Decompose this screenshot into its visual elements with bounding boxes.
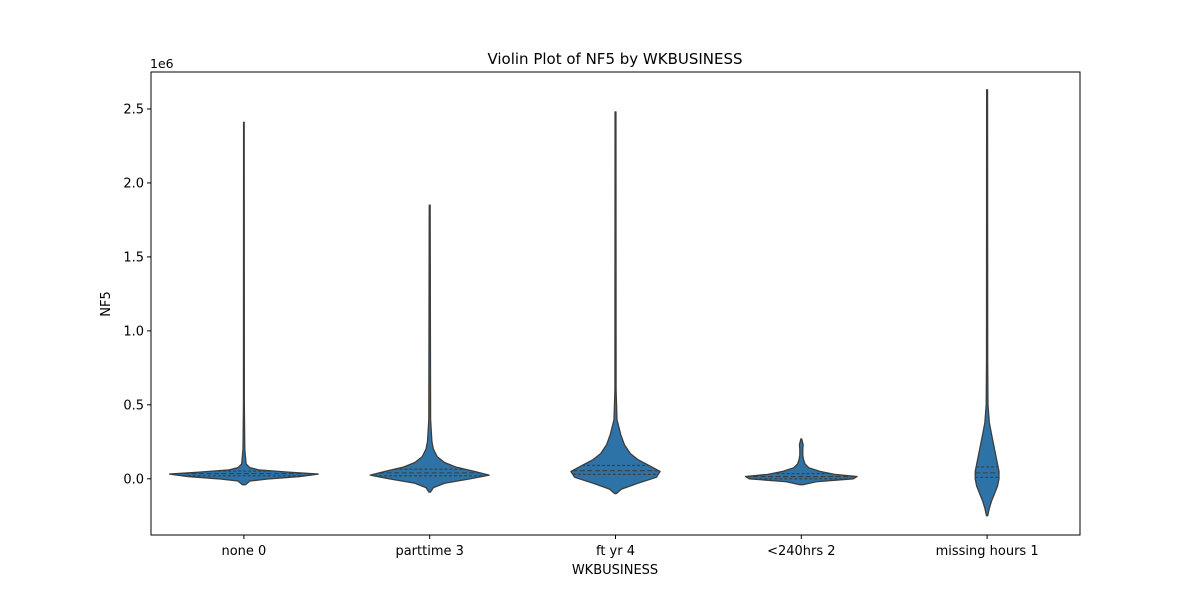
chart-title: Violin Plot of NF5 by WKBUSINESS: [487, 50, 742, 68]
plot-area-frame: [150, 71, 1081, 536]
violin-none-0: [168, 121, 319, 486]
y-axis-label: NF5: [99, 291, 114, 316]
x-axis-ticks: none 0 parttime 3 ft yr 4 <240hrs 2 missing …: [221, 535, 1039, 559]
y-offset-label: 1e6: [150, 56, 174, 71]
x-axis-label: WKBUSINESS: [572, 563, 658, 578]
y-tick-label: 0.0: [123, 472, 144, 487]
x-tick-label: ft yr 4: [596, 544, 635, 559]
x-tick-label: parttime 3: [395, 544, 463, 559]
y-tick-label: 1.5: [123, 250, 144, 265]
x-tick-label: missing hours 1: [936, 544, 1039, 559]
violin-body: [168, 121, 319, 486]
y-tick-label: 2.5: [123, 102, 144, 117]
x-tick-label: <240hrs 2: [767, 544, 835, 559]
y-tick-label: 2.0: [123, 176, 144, 191]
violin-parttime-3: [369, 204, 490, 493]
violin-group: [168, 89, 1000, 517]
violin-missing-hours-1: [974, 89, 1000, 517]
y-axis-ticks: 0.0 0.5 1.0 1.5 2.0 2.5: [123, 102, 151, 487]
violin-body: [974, 89, 1000, 517]
violin-240hrs-2: [744, 438, 858, 486]
x-tick-label: none 0: [221, 544, 266, 559]
violin-body: [570, 111, 661, 495]
y-tick-label: 1.0: [123, 324, 144, 339]
y-tick-label: 0.5: [123, 398, 144, 413]
violin-ft-yr-4: [570, 111, 661, 495]
